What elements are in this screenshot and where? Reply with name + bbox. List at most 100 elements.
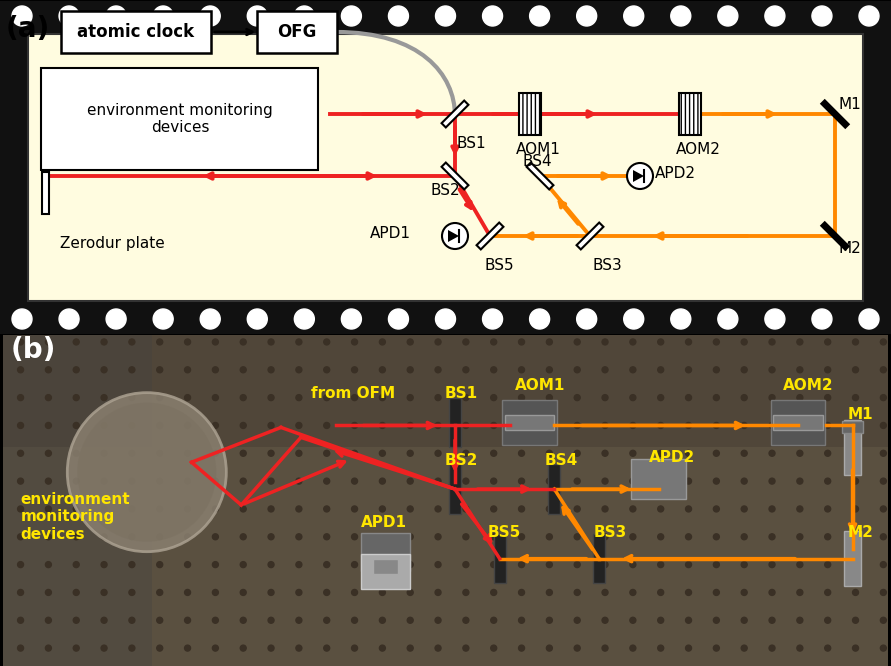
Circle shape [45, 395, 52, 401]
Circle shape [519, 533, 525, 539]
Circle shape [157, 422, 163, 428]
Circle shape [241, 617, 246, 623]
Circle shape [741, 589, 748, 595]
Circle shape [741, 367, 748, 373]
Text: BS5: BS5 [487, 525, 521, 539]
Circle shape [741, 395, 748, 401]
Circle shape [268, 422, 274, 428]
Circle shape [352, 395, 357, 401]
Circle shape [73, 617, 79, 623]
Circle shape [407, 422, 413, 428]
Bar [842, 422, 863, 434]
Polygon shape [527, 163, 553, 189]
Circle shape [627, 163, 653, 189]
Text: BS4: BS4 [522, 154, 552, 169]
Circle shape [212, 617, 218, 623]
Circle shape [129, 422, 135, 428]
Circle shape [491, 395, 496, 401]
Circle shape [574, 478, 580, 484]
Circle shape [630, 339, 636, 345]
FancyBboxPatch shape [41, 68, 318, 170]
Circle shape [268, 533, 274, 539]
Circle shape [45, 367, 52, 373]
Circle shape [184, 367, 191, 373]
Circle shape [157, 506, 163, 512]
Circle shape [630, 450, 636, 456]
Circle shape [463, 395, 469, 401]
Circle shape [491, 617, 496, 623]
Circle shape [184, 478, 191, 484]
Circle shape [658, 506, 664, 512]
Circle shape [519, 367, 525, 373]
Circle shape [352, 506, 357, 512]
Circle shape [671, 309, 691, 329]
Circle shape [212, 589, 218, 595]
Circle shape [602, 478, 608, 484]
Circle shape [630, 561, 636, 567]
Circle shape [853, 395, 859, 401]
Circle shape [157, 478, 163, 484]
Text: AOM1: AOM1 [515, 378, 565, 393]
Circle shape [212, 395, 218, 401]
Circle shape [797, 617, 803, 623]
Circle shape [630, 367, 636, 373]
Circle shape [483, 6, 503, 26]
Circle shape [483, 309, 503, 329]
Circle shape [248, 6, 267, 26]
Circle shape [129, 533, 135, 539]
Bar [771, 400, 825, 445]
Circle shape [435, 478, 441, 484]
Circle shape [546, 395, 552, 401]
Circle shape [491, 645, 496, 651]
Circle shape [352, 422, 357, 428]
Circle shape [296, 478, 302, 484]
Circle shape [880, 561, 887, 567]
Circle shape [880, 422, 887, 428]
Text: APD1: APD1 [361, 515, 406, 530]
Circle shape [268, 617, 274, 623]
Circle shape [880, 395, 887, 401]
Circle shape [380, 506, 386, 512]
Circle shape [812, 309, 832, 329]
Circle shape [602, 589, 608, 595]
Circle shape [658, 589, 664, 595]
Circle shape [323, 395, 330, 401]
Text: BS3: BS3 [594, 525, 627, 539]
Circle shape [769, 422, 775, 428]
Circle shape [268, 478, 274, 484]
Circle shape [442, 223, 468, 249]
Circle shape [380, 589, 386, 595]
Circle shape [714, 395, 719, 401]
Bar [449, 398, 461, 448]
Circle shape [880, 450, 887, 456]
Circle shape [463, 339, 469, 345]
Circle shape [129, 478, 135, 484]
Circle shape [68, 393, 226, 551]
Polygon shape [477, 222, 503, 250]
Circle shape [59, 6, 79, 26]
Circle shape [718, 309, 738, 329]
Circle shape [407, 339, 413, 345]
Circle shape [685, 533, 691, 539]
Polygon shape [442, 101, 469, 127]
Circle shape [546, 589, 552, 595]
Circle shape [241, 395, 246, 401]
Circle shape [769, 367, 775, 373]
Circle shape [825, 617, 830, 623]
Circle shape [184, 617, 191, 623]
Circle shape [45, 450, 52, 456]
Circle shape [812, 6, 832, 26]
Circle shape [519, 450, 525, 456]
Circle shape [18, 589, 23, 595]
Circle shape [658, 339, 664, 345]
Circle shape [241, 506, 246, 512]
FancyBboxPatch shape [61, 11, 211, 53]
Circle shape [714, 561, 719, 567]
Circle shape [519, 339, 525, 345]
Circle shape [101, 533, 107, 539]
Circle shape [435, 561, 441, 567]
Circle shape [380, 645, 386, 651]
Bar [593, 533, 605, 583]
Circle shape [212, 450, 218, 456]
Circle shape [714, 533, 719, 539]
